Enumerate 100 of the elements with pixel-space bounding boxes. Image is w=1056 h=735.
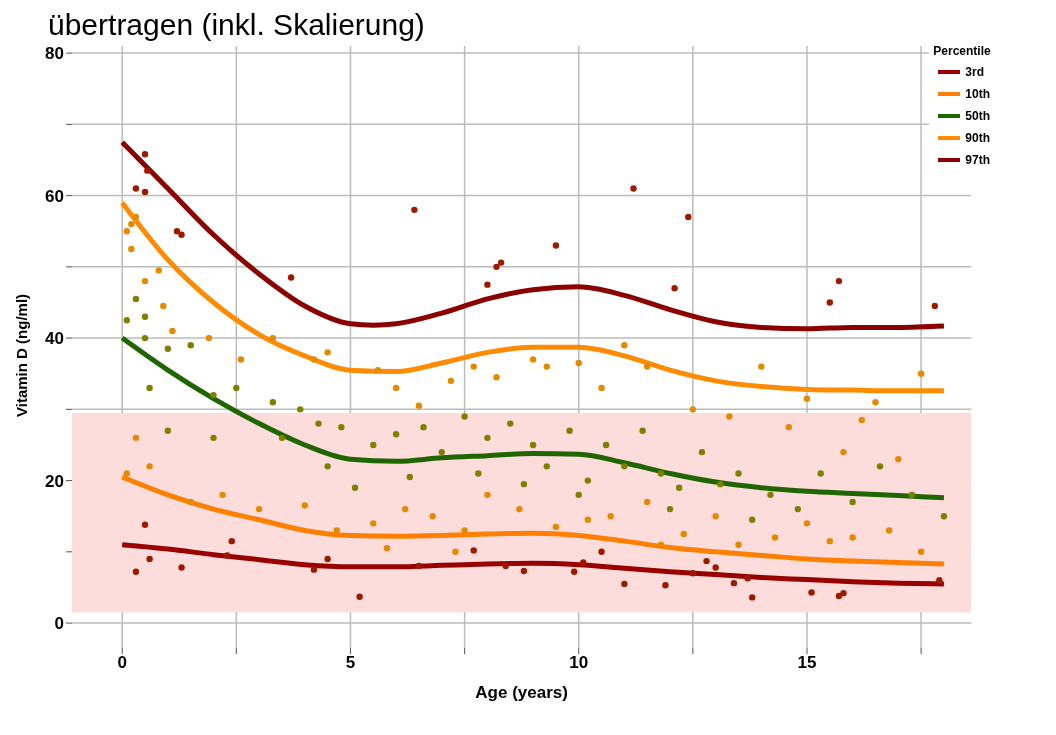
- legend-label: 97th: [965, 153, 990, 167]
- point: [575, 491, 582, 499]
- point: [580, 559, 587, 566]
- chart-title: übertragen (inkl. Skalierung): [48, 8, 426, 42]
- point: [849, 498, 856, 506]
- point: [224, 552, 231, 559]
- point: [461, 413, 468, 420]
- x-tick-label: 0: [117, 653, 127, 673]
- point: [717, 480, 724, 488]
- point: [132, 568, 140, 575]
- point: [338, 423, 345, 431]
- point: [520, 480, 528, 488]
- point: [484, 281, 491, 288]
- point: [210, 391, 217, 399]
- point: [438, 448, 445, 456]
- point: [351, 484, 359, 491]
- legend-label: 90th: [965, 131, 990, 145]
- point: [475, 470, 482, 477]
- point: [808, 589, 815, 596]
- point: [703, 557, 710, 565]
- point: [735, 470, 742, 477]
- point: [621, 580, 628, 588]
- legend-label: 10th: [965, 87, 990, 101]
- point: [507, 420, 514, 427]
- x-tick-label: 15: [797, 653, 817, 673]
- point: [420, 423, 427, 431]
- point: [876, 463, 884, 470]
- y-axis-title: Vitamin D (ng/ml): [13, 293, 31, 417]
- point: [675, 484, 683, 491]
- point: [826, 299, 833, 306]
- point: [356, 593, 363, 600]
- point: [370, 441, 377, 449]
- point: [178, 564, 185, 571]
- point: [141, 188, 149, 196]
- point: [630, 185, 637, 192]
- x-tick-label: 10: [569, 653, 589, 673]
- point: [297, 406, 304, 413]
- legend-title: Percentile: [933, 44, 992, 58]
- point: [835, 277, 843, 285]
- y-tick-label: 80: [45, 44, 64, 64]
- point: [940, 513, 948, 520]
- point: [269, 399, 277, 406]
- point: [748, 594, 756, 601]
- point: [520, 567, 528, 575]
- point: [310, 566, 318, 573]
- point: [598, 548, 605, 556]
- point: [529, 441, 537, 449]
- point: [324, 555, 331, 563]
- point: [671, 285, 678, 292]
- point: [621, 463, 628, 470]
- point: [748, 516, 756, 523]
- point: [415, 562, 423, 570]
- point: [566, 427, 573, 434]
- point: [132, 185, 140, 192]
- y-tick-label: 0: [54, 614, 64, 634]
- point: [470, 547, 477, 554]
- y-tick-label: 20: [45, 471, 64, 491]
- legend-label: 3rd: [965, 65, 984, 79]
- point: [164, 427, 172, 434]
- point: [228, 537, 235, 545]
- point: [666, 505, 674, 513]
- point: [146, 555, 153, 563]
- point: [287, 274, 295, 281]
- point: [278, 434, 286, 442]
- point: [141, 521, 149, 528]
- point: [187, 342, 194, 349]
- point: [685, 213, 692, 221]
- point: [698, 448, 706, 456]
- point: [767, 491, 774, 499]
- point: [502, 562, 509, 570]
- point: [584, 477, 592, 484]
- point: [744, 574, 751, 582]
- point: [164, 345, 172, 352]
- point: [552, 242, 560, 249]
- point: [233, 384, 240, 392]
- point: [141, 334, 149, 342]
- y-tick-label: 60: [45, 186, 64, 206]
- point: [132, 295, 140, 303]
- point: [840, 589, 847, 597]
- point: [484, 434, 491, 442]
- point: [657, 470, 665, 477]
- point: [689, 570, 697, 577]
- point: [730, 579, 738, 587]
- point: [931, 302, 938, 310]
- point: [141, 313, 149, 320]
- point: [817, 470, 824, 477]
- point: [315, 420, 322, 427]
- point: [794, 505, 802, 513]
- y-tick-label: 40: [45, 329, 64, 349]
- point: [908, 491, 916, 499]
- point: [210, 434, 217, 442]
- legend-label: 50th: [965, 109, 990, 123]
- point: [662, 582, 669, 589]
- point: [639, 427, 646, 434]
- point: [324, 463, 331, 470]
- point: [406, 473, 414, 481]
- x-tick-label: 5: [345, 653, 356, 673]
- point: [123, 317, 130, 324]
- point: [493, 263, 500, 271]
- point: [144, 167, 151, 174]
